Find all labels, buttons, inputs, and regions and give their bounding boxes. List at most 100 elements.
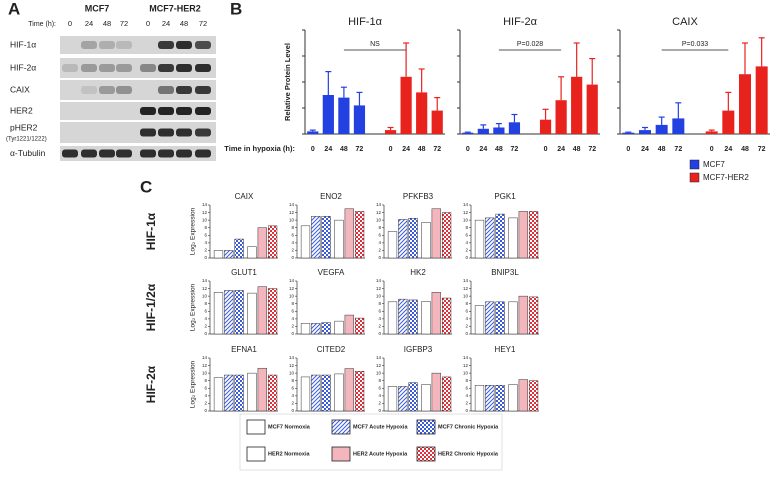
bar xyxy=(384,130,397,134)
y-tick-label: 4 xyxy=(465,316,468,321)
y-tick-label: 2 xyxy=(291,248,294,253)
error-bar xyxy=(325,70,332,95)
row-label: HIF-1α xyxy=(144,212,158,250)
legend-swatch xyxy=(331,446,351,462)
blot-strip xyxy=(60,122,216,143)
y-tick-label: 12 xyxy=(376,210,382,215)
error-bar xyxy=(625,131,632,133)
annotation: NS xyxy=(370,41,380,48)
y-tick-label: 12 xyxy=(289,363,295,368)
x-tick-label: 0 xyxy=(626,146,630,153)
error-bar xyxy=(542,108,549,120)
y-tick-label: 4 xyxy=(378,240,381,245)
blot-band xyxy=(195,107,211,115)
blot-lane: 48 xyxy=(180,19,188,28)
bar xyxy=(408,382,418,412)
blot-row-label: HIF-1α xyxy=(10,39,36,49)
legend-swatch xyxy=(416,419,436,435)
y-tick-label: 12 xyxy=(202,286,208,291)
blot-strip xyxy=(60,58,216,78)
y-tick-label: 6 xyxy=(378,385,381,390)
y-tick-label: 10 xyxy=(202,293,208,298)
y-tick-label: 2 xyxy=(465,401,468,406)
bar xyxy=(311,374,321,412)
y-tick-label: 12 xyxy=(376,363,382,368)
bar xyxy=(518,295,528,335)
y-tick-label: 14 xyxy=(376,278,382,283)
x-tick-label: 48 xyxy=(658,146,666,153)
annotation: P=0.033 xyxy=(682,41,708,48)
blot-band xyxy=(176,64,192,72)
y-tick-label: 8 xyxy=(378,378,381,383)
blot-band xyxy=(116,149,132,158)
bar xyxy=(311,216,321,259)
y-tick-label: 10 xyxy=(376,293,382,298)
y-tick-label: 4 xyxy=(378,316,381,321)
y-tick-label: 0 xyxy=(291,408,294,413)
x-tick-label: 72 xyxy=(433,146,441,153)
chart-title: IGFBP3 xyxy=(404,345,433,354)
blot-strip xyxy=(60,146,216,161)
annotation: P=0.028 xyxy=(517,41,543,48)
y-tick-label: 10 xyxy=(463,370,469,375)
bar xyxy=(528,380,539,412)
blot-band xyxy=(140,107,156,115)
bar xyxy=(705,131,718,134)
chart-title: HIF-2α xyxy=(503,16,538,28)
blot-band xyxy=(62,64,78,72)
chart-title: CITED2 xyxy=(317,345,346,354)
blot-group: MCF7 xyxy=(85,3,110,13)
bar xyxy=(655,124,668,134)
bar xyxy=(398,386,408,412)
y-tick-label: 12 xyxy=(463,286,469,291)
y-tick-label: 0 xyxy=(465,255,468,260)
y-tick-label: 0 xyxy=(204,408,207,413)
blot-band xyxy=(140,149,156,158)
blot-band xyxy=(195,41,211,49)
y-tick-label: 0 xyxy=(465,331,468,336)
blot-strip xyxy=(60,36,216,54)
chart-title: HIF-1α xyxy=(348,16,383,28)
bar xyxy=(431,110,443,134)
y-tick-label: 10 xyxy=(376,370,382,375)
blot-band xyxy=(176,86,192,94)
y-tick-label: 2 xyxy=(465,248,468,253)
y-tick-label: 2 xyxy=(204,324,207,329)
blot-band xyxy=(158,41,174,49)
bar xyxy=(739,74,751,134)
error-bar xyxy=(573,42,580,77)
bar xyxy=(387,301,398,335)
y-tick-label: 4 xyxy=(291,316,294,321)
y-tick-label: 0 xyxy=(378,331,381,336)
bar xyxy=(474,305,485,335)
error-bar xyxy=(589,57,596,85)
legend-label: HER2 Acute Hypoxia xyxy=(353,451,408,457)
bar xyxy=(234,238,244,259)
x-tick-label: 72 xyxy=(758,146,766,153)
y-tick-label: 6 xyxy=(465,308,468,313)
x-tick-label: 24 xyxy=(641,146,649,153)
bar xyxy=(224,250,234,259)
y-tick-label: 0 xyxy=(204,331,207,336)
y-tick-label: 14 xyxy=(376,202,382,207)
bar xyxy=(353,105,366,134)
bar xyxy=(441,297,452,335)
y-tick-label: 14 xyxy=(202,202,208,207)
bar xyxy=(354,211,365,259)
bar xyxy=(321,322,331,335)
blot-row-label: HIF-2α xyxy=(10,62,36,72)
x-tick-label: 72 xyxy=(674,146,682,153)
x-tick-label: 0 xyxy=(466,146,470,153)
bar xyxy=(234,290,244,335)
blot-band xyxy=(158,107,174,115)
bar xyxy=(508,301,518,335)
error-bar xyxy=(418,68,425,93)
y-tick-label: 12 xyxy=(463,363,469,368)
y-tick-label: 10 xyxy=(463,217,469,222)
y-tick-label: 12 xyxy=(289,210,295,215)
chart-title: ENO2 xyxy=(320,192,342,201)
blot-lane: 24 xyxy=(85,19,93,28)
y-tick-label: 6 xyxy=(204,385,207,390)
bar xyxy=(344,368,354,412)
